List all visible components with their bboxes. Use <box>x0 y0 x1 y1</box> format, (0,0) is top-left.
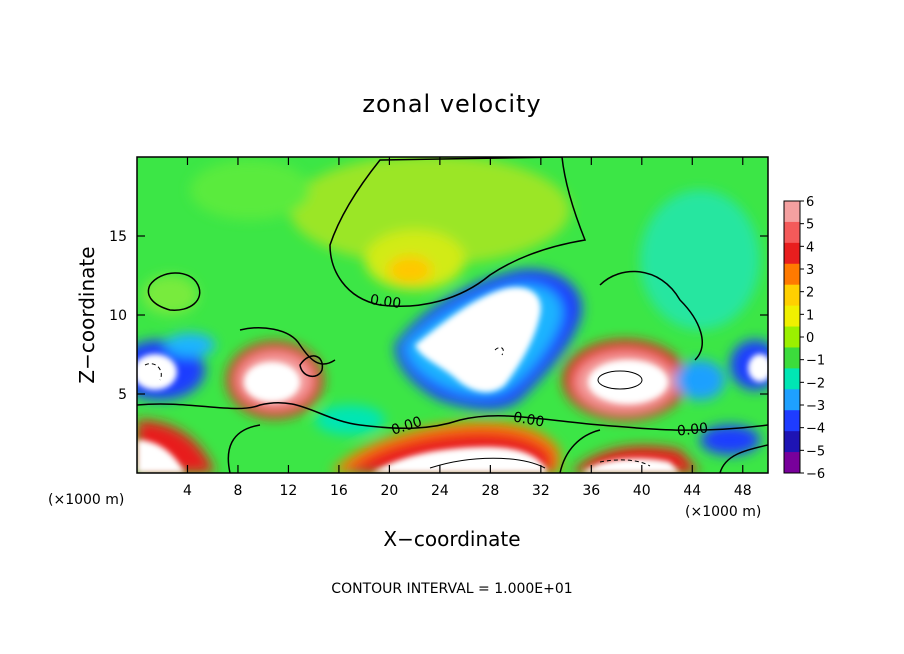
x-tick-label: 24 <box>431 483 449 499</box>
x-unit-left: (×1000 m) <box>48 492 124 508</box>
contour-label-3: 0.00 <box>512 409 545 430</box>
colorbar-tick-label: 0 <box>806 331 814 346</box>
colorbar-tick-label: −5 <box>806 444 825 459</box>
colorbar-swatch <box>784 242 800 265</box>
contour-label-4: 0.00 <box>676 420 709 439</box>
x-axis-label: X−coordinate <box>383 527 520 551</box>
colorbar-swatch <box>784 452 800 474</box>
colorbar-tick-label: 2 <box>806 286 814 301</box>
x-tick-label: 16 <box>330 483 348 499</box>
colorbar-swatch <box>784 347 800 369</box>
heatmap-field <box>137 157 768 473</box>
colorbar-tick-label: 3 <box>806 263 814 278</box>
colorbar-swatch <box>784 368 800 390</box>
x-tick-label: 40 <box>633 483 651 499</box>
colorbar-tick-label: −3 <box>806 399 825 414</box>
y-tick-label: 5 <box>118 387 127 403</box>
x-tick-label: 28 <box>481 483 499 499</box>
y-tick-label: 10 <box>109 308 127 324</box>
colorbar-tick-label: −2 <box>806 376 825 391</box>
x-tick-label: 20 <box>380 483 398 499</box>
x-tick-label: 32 <box>532 483 550 499</box>
colorbar-swatch <box>784 284 800 307</box>
x-tick-label: 44 <box>683 483 701 499</box>
chart-title: zonal velocity <box>362 90 541 118</box>
colorbar-tick-label: 1 <box>806 308 814 323</box>
x-unit-right: (×1000 m) <box>685 504 761 520</box>
colorbar-swatch <box>784 389 800 411</box>
colorbar-swatch <box>784 326 800 348</box>
x-tick-label: 48 <box>734 483 752 499</box>
colorbar-tick-label: 4 <box>806 240 814 255</box>
colorbar-swatch <box>784 410 800 432</box>
colorbar-swatch <box>784 431 800 453</box>
y-tick-label: 15 <box>109 229 127 245</box>
contour-label-1: 0.00 <box>369 292 402 312</box>
x-tick-label: 8 <box>233 483 242 499</box>
colorbar-swatch <box>784 305 800 328</box>
contour-interval-note: CONTOUR INTERVAL = 1.000E+01 <box>331 581 572 597</box>
y-axis-label: Z−coordinate <box>75 246 99 383</box>
colorbar-tick-label: −1 <box>806 354 825 369</box>
colorbar-swatch <box>784 201 800 223</box>
x-tick-label: 36 <box>582 483 600 499</box>
x-tick-label: 4 <box>183 483 192 499</box>
colorbar-swatch <box>784 221 800 244</box>
x-tick-label: 12 <box>280 483 298 499</box>
colorbar-tick-label: −4 <box>806 422 825 437</box>
colorbar: 6 5 4 3 2 1 0 −1 −2 −3 −4 −5 −6 <box>783 195 825 482</box>
colorbar-tick-label: −6 <box>806 467 825 482</box>
colorbar-swatch <box>784 263 800 286</box>
colorbar-tick-label: 6 <box>806 195 814 210</box>
colorbar-tick-label: 5 <box>806 218 814 233</box>
